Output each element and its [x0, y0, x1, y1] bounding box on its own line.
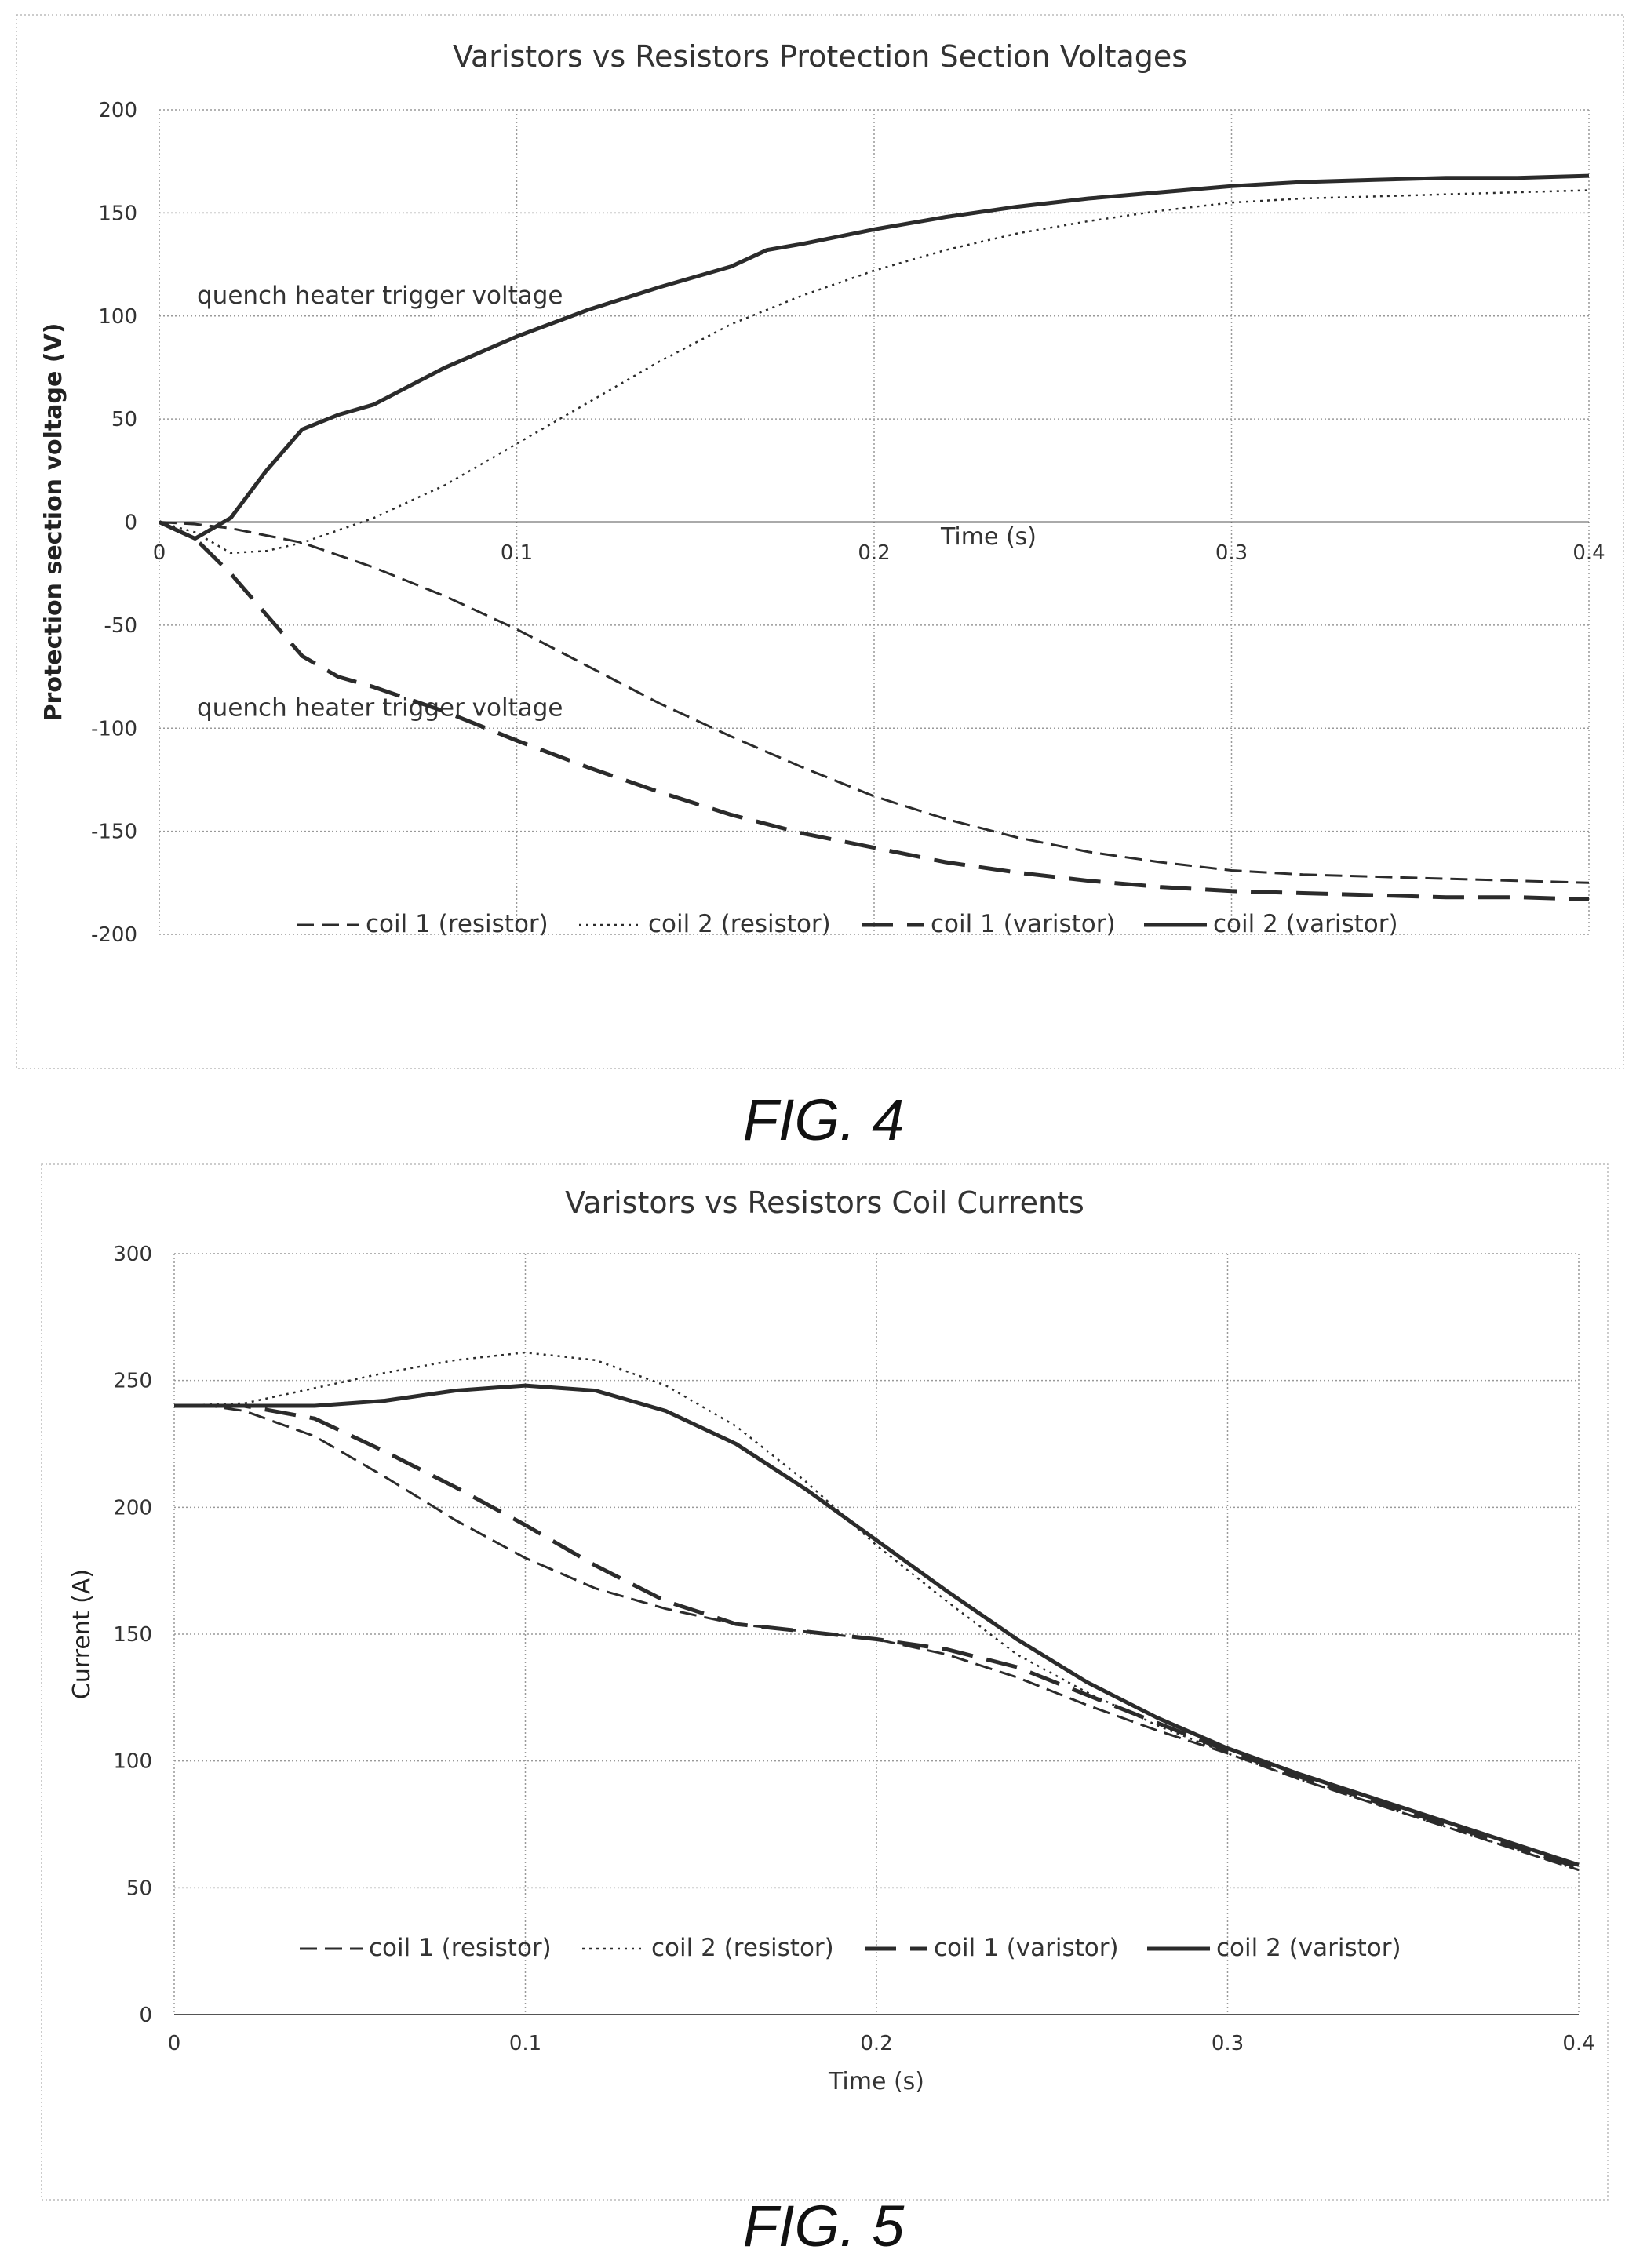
current-chart: Varistors vs Resistors Coil Currents 300 2…: [41, 1163, 1609, 2201]
legend-label-3: coil 1 (varistor): [934, 1934, 1119, 1962]
y-tick-label: -100: [91, 717, 137, 741]
y-tick-label: 50: [111, 408, 137, 431]
series-line-1: [174, 1404, 1580, 1872]
figure-caption-4: FIG. 4: [742, 1087, 905, 1152]
y-tick-label: -200: [91, 923, 137, 947]
x-tick-label: 0: [153, 541, 166, 565]
y-tick-label: 200: [98, 99, 137, 122]
y-tick-label: 150: [98, 202, 137, 225]
x-tick-label: 0.4: [1562, 2032, 1594, 2055]
series-line-4: [174, 1383, 1580, 1867]
y-tick-label: 100: [113, 1750, 152, 1774]
x-tick-label: 0.4: [1572, 541, 1605, 565]
series-line-3: [174, 1403, 1580, 1869]
series-line-2: [173, 1351, 1580, 1871]
chart-title: Varistors vs Resistors Coil Currents: [565, 1185, 1084, 1220]
series-line-3: [158, 520, 1590, 901]
series-line-4: [158, 173, 1590, 541]
x-tick-label: 0.3: [1215, 541, 1248, 565]
y-tick-label: 0: [139, 2004, 152, 2027]
legend-label-1: coil 1 (resistor): [366, 910, 548, 938]
series-line-1: [159, 521, 1590, 884]
figure-caption-5: FIG. 5: [742, 2193, 905, 2259]
y-tick-label: 200: [113, 1496, 152, 1520]
voltage-chart: Varistors vs Resistors Protection Sectio…: [16, 14, 1624, 1069]
y-tick-label: 150: [113, 1623, 152, 1647]
chart-frame: [41, 1163, 1609, 2201]
legend-label-4: coil 2 (varistor): [1216, 1934, 1401, 1962]
chart-title: Varistors vs Resistors Protection Sectio…: [453, 39, 1187, 74]
x-tick-label: 0.1: [509, 2032, 541, 2055]
y-tick-label: -150: [91, 821, 137, 844]
y-tick-label: 250: [113, 1370, 152, 1393]
legend-label-1: coil 1 (resistor): [369, 1934, 552, 1962]
y-tick-label: 0: [124, 511, 137, 535]
x-tick-label: 0.1: [501, 541, 533, 565]
legend-label-2: coil 2 (resistor): [648, 910, 831, 938]
x-tick-label: 0.3: [1212, 2032, 1244, 2055]
y-axis-title: Current (A): [68, 1569, 96, 1699]
x-axis-title: Time (s): [828, 2068, 924, 2095]
y-tick-label: 50: [126, 1877, 152, 1900]
y-axis-title: Protection section voltage (V): [40, 323, 67, 722]
legend-label-2: coil 2 (resistor): [651, 1934, 834, 1962]
legend-label-4: coil 2 (varistor): [1213, 910, 1398, 938]
y-tick-label: 100: [98, 305, 137, 329]
x-tick-label: 0.2: [858, 541, 890, 565]
annotation-label: quench heater trigger voltage: [197, 694, 563, 722]
y-tick-label: 300: [113, 1243, 152, 1266]
x-tick-label: 0.2: [860, 2032, 892, 2055]
legend-label-3: coil 1 (varistor): [931, 910, 1116, 938]
x-tick-label: 0: [168, 2032, 181, 2055]
x-axis-title: Time (s): [940, 523, 1037, 551]
y-tick-label: -50: [104, 614, 137, 638]
annotation-label: quench heater trigger voltage: [197, 282, 563, 310]
